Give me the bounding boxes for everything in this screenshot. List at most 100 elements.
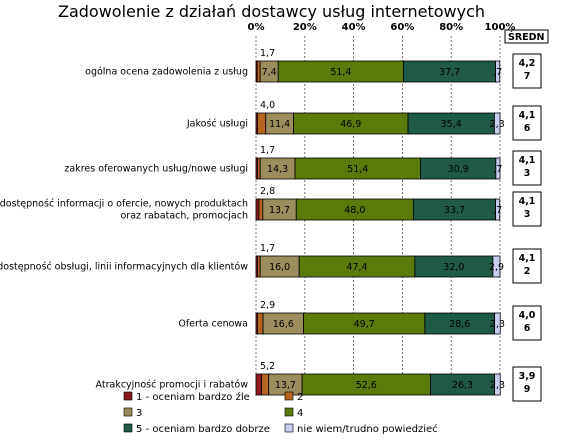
segment-value-label: 33,7 [444,205,465,216]
average-value: 9 [524,384,531,395]
average-box [512,150,542,186]
segment-value-label: ,7 [493,205,502,216]
average-header: ŚREDN [504,29,549,44]
segment-value-label: 26,3 [452,380,473,391]
x-tick-label: 20% [293,22,317,33]
segment-value-label: 46,9 [340,119,361,130]
segment-value-label: 32,0 [443,262,464,273]
average-box [512,248,542,284]
low-ratings-sum-label: 1,7 [260,48,275,59]
category-label: ogólna ocena zadowolenia z usług [85,67,248,78]
legend-swatch [284,423,294,433]
segment-value-label: 52,6 [356,380,377,391]
average-value: 2 [524,266,531,277]
segment-value-label: 30,9 [448,164,469,175]
bar-segment [257,112,267,135]
segment-value-label: 16,6 [273,319,294,330]
legend-item: 3 [123,407,142,419]
bar-segment [494,312,501,335]
average-value: 6 [524,323,531,334]
segment-value-label: 11,4 [269,119,290,130]
legend-item: 1 - oceniam bardzo źle [123,391,250,403]
average-value: 7 [524,71,531,82]
bar-segment [495,198,501,221]
legend-item: 5 - oceniam bardzo dobrze [123,423,270,435]
low-ratings-sum-label: 5,2 [260,361,275,372]
legend-swatch [284,407,294,417]
bar-row: ogólna ocena zadowolenia z usług 1,7 7,4 51… [85,48,542,89]
legend-swatch [123,423,133,433]
legend-label: 3 [136,408,142,419]
average-box [512,105,542,141]
x-tick-label: 80% [439,22,463,33]
category-label: Oferta cenowa [178,319,248,330]
bar-row: dostępność obsługi, linii informacyjnych… [0,243,542,284]
average-value: 4,1 [519,155,536,166]
legend: 1 - oceniam bardzo źle 2 3 4 5 - oceniam bar… [123,391,438,435]
legend-item: 4 [284,407,303,419]
average-box [512,305,542,341]
category-label: dostępność informacji o ofercie, nowych … [0,199,248,210]
segment-value-label: 48,0 [344,205,365,216]
category-label: Atrakcyjność promocji i rabatów [96,380,249,391]
segment-value-label: 47,4 [346,262,367,273]
average-box [512,53,542,89]
segment-value-label: 2,3 [490,319,505,330]
chart-title: Zadowolenie z działań dostawcy usług int… [58,2,485,21]
category-label: oraz rabatach, promocjach [121,211,249,222]
legend-label: nie wiem/trudno powiedzieć [297,423,438,435]
bar-segment [493,112,501,135]
segment-value-label: 2,3 [490,380,505,391]
bar-segment [494,373,501,396]
low-ratings-sum-label: 2,8 [260,186,275,197]
bar-segment [258,198,264,221]
segment-value-label: 51,4 [347,164,368,175]
average-box [512,366,542,402]
bar-row: zakres oferowanych usług/nowe usługi 1,7 1… [64,145,542,186]
legend-label: 5 - oceniam bardzo dobrze [136,424,270,435]
legend-label: 1 - oceniam bardzo źle [136,391,250,403]
segment-value-label: ,7 [493,164,502,175]
low-ratings-sum-label: 1,7 [260,243,275,254]
segment-value-label: 49,7 [354,319,375,330]
average-value: 3 [524,168,531,179]
bar-segment [495,60,501,83]
bar-segment [255,373,263,396]
low-ratings-sum-label: 1,7 [260,145,275,156]
legend-swatch [123,391,133,401]
segment-value-label: 2,3 [490,119,505,130]
segment-value-label: 13,7 [269,205,290,216]
x-tick-label: 100% [485,22,516,33]
category-label: zakres oferowanych usług/nowe usługi [64,164,248,175]
bar-row: Jakość usługi 4,0 11,4 46,9 35,4 2,3 4,1 6 [186,100,542,141]
average-box [512,191,542,227]
segment-value-label: ,7 [493,67,502,78]
segment-value-label: 28,6 [449,319,470,330]
bar-segment [492,255,501,278]
average-value: 4,1 [519,110,536,121]
segment-value-label: 13,7 [275,380,296,391]
bar-segment [257,157,261,180]
bar-row: dostępność informacji o ofercie, nowych … [0,186,542,227]
x-tick-label: 60% [390,22,414,33]
segment-value-label: 14,3 [267,164,288,175]
bar-segment [256,60,261,83]
segment-value-label: 51,4 [330,67,351,78]
average-value: 3 [524,209,531,220]
average-value: 4,0 [519,310,536,321]
average-value: 3,9 [519,371,536,382]
bar-rows: ogólna ocena zadowolenia z usług 1,7 7,4 51… [0,48,542,402]
bar-segment [261,373,270,396]
bar-row: Atrakcyjność promocji i rabatów 5,213,7 52… [96,361,542,402]
low-ratings-sum-label: 2,9 [260,300,275,311]
legend-swatch [284,391,294,401]
bar-segment [257,312,264,335]
average-value: 4,2 [519,58,536,69]
average-value: 4,1 [519,253,536,264]
legend-swatch [123,407,133,417]
legend-label: 4 [297,408,303,419]
segment-value-label: 7,4 [262,67,277,78]
low-ratings-sum-label: 4,0 [260,100,275,111]
bar-segment [257,255,261,278]
